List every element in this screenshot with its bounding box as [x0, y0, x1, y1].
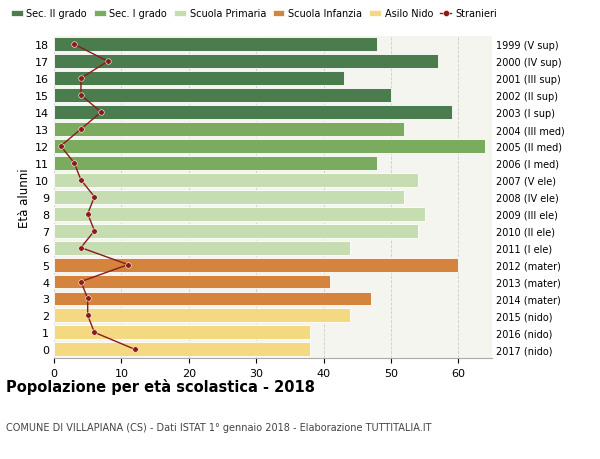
Bar: [54, 38, 377, 52]
Text: COMUNE DI VILLAPIANA (CS) - Dati ISTAT 1° gennaio 2018 - Elaborazione TUTTITALIA: COMUNE DI VILLAPIANA (CS) - Dati ISTAT 1…: [6, 422, 431, 432]
Bar: [54, 309, 350, 323]
Bar: [54, 89, 391, 103]
Text: Popolazione per età scolastica - 2018: Popolazione per età scolastica - 2018: [6, 379, 315, 395]
Bar: [54, 275, 330, 289]
Bar: [54, 292, 371, 306]
Bar: [54, 55, 438, 69]
Legend: Sec. II grado, Sec. I grado, Scuola Primaria, Scuola Infanzia, Asilo Nido, Stran: Sec. II grado, Sec. I grado, Scuola Prim…: [11, 10, 497, 19]
Bar: [54, 190, 404, 204]
Bar: [54, 258, 458, 272]
Bar: [54, 72, 344, 86]
Bar: [54, 140, 485, 154]
Bar: [54, 106, 452, 120]
Bar: [54, 326, 310, 340]
Bar: [54, 342, 310, 357]
Bar: [54, 241, 350, 255]
Bar: [54, 207, 425, 221]
Bar: [54, 123, 404, 137]
Y-axis label: Età alunni: Età alunni: [18, 168, 31, 227]
Bar: [54, 157, 377, 170]
Bar: [54, 174, 418, 187]
Bar: [54, 224, 418, 238]
